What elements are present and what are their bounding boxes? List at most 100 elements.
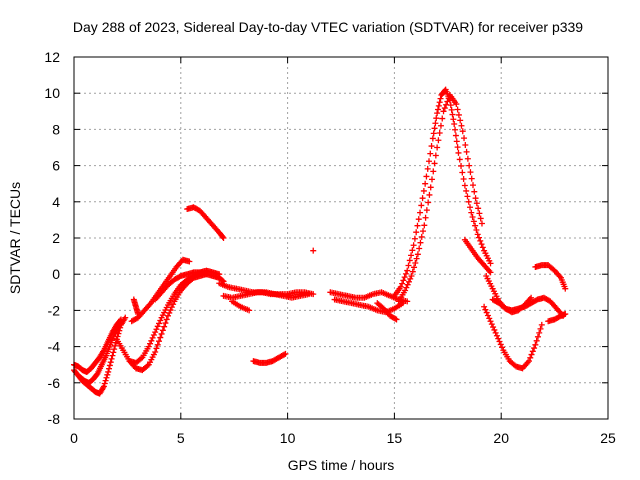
data-point — [453, 138, 460, 145]
data-point — [168, 304, 175, 311]
data-point — [216, 271, 223, 278]
data-point — [461, 182, 468, 189]
data-point — [413, 255, 420, 262]
data-point — [417, 209, 424, 216]
data-point — [525, 358, 532, 365]
data-point — [436, 130, 443, 137]
data-point — [457, 117, 464, 124]
data-point — [154, 323, 161, 330]
data-point — [562, 285, 569, 292]
x-tick-label: 0 — [70, 430, 78, 446]
y-tick-label: -8 — [48, 411, 61, 427]
data-point — [404, 298, 411, 305]
data-point — [420, 228, 427, 235]
data-point — [529, 348, 536, 355]
x-tick-labels: 0 5 10 15 20 25 — [70, 430, 616, 446]
data-point — [448, 106, 455, 113]
y-tick-label: -6 — [48, 375, 61, 391]
data-point — [484, 312, 491, 319]
data-point — [434, 106, 441, 113]
data-point — [459, 169, 466, 176]
data-point — [144, 362, 151, 369]
data-point — [409, 268, 416, 275]
series-late-b — [545, 311, 569, 325]
data-point — [203, 271, 210, 278]
series-isolated-lower — [250, 350, 289, 366]
data-point — [431, 160, 438, 167]
data-point — [393, 316, 400, 323]
data-point — [145, 343, 152, 350]
data-point — [427, 150, 434, 157]
data-point — [117, 317, 124, 324]
data-point — [497, 341, 504, 348]
data-point — [467, 204, 474, 211]
data-point — [163, 316, 170, 323]
series-midday-b — [220, 289, 312, 301]
series-peak-c — [461, 236, 494, 276]
data-point — [467, 169, 474, 176]
data-point — [402, 287, 409, 294]
data-point — [487, 269, 494, 276]
data-point — [434, 110, 441, 117]
data-point — [310, 247, 317, 254]
data-point — [422, 214, 429, 221]
data-point — [161, 323, 168, 330]
data-point — [108, 355, 115, 362]
series-isolated-point — [310, 247, 317, 254]
data-point — [481, 303, 488, 310]
data-point — [418, 202, 425, 209]
data-point — [527, 354, 534, 361]
data-point — [411, 264, 418, 271]
data-point — [162, 320, 169, 327]
data-point — [463, 187, 470, 194]
x-tick-label: 15 — [387, 430, 403, 446]
data-point — [405, 278, 412, 285]
data-point — [437, 122, 444, 129]
data-point — [475, 234, 482, 241]
data-point — [441, 105, 448, 112]
series-evening-c — [489, 294, 535, 316]
data-point — [401, 274, 408, 281]
data-point — [105, 368, 112, 375]
data-point — [486, 315, 493, 322]
data-point — [170, 301, 177, 308]
data-point — [415, 216, 422, 223]
data-point — [477, 237, 484, 244]
data-point — [397, 283, 404, 290]
data-point — [461, 135, 468, 142]
data-point — [403, 284, 410, 291]
data-point — [110, 349, 117, 356]
data-point — [499, 344, 506, 351]
data-point — [419, 195, 426, 202]
data-point — [455, 111, 462, 118]
data-point — [392, 315, 399, 322]
data-point — [399, 280, 406, 287]
data-point — [428, 176, 435, 183]
data-point — [150, 332, 157, 339]
data-point — [423, 173, 430, 180]
data-point — [434, 144, 441, 151]
data-point — [464, 155, 471, 162]
data-point — [533, 337, 540, 344]
data-point — [460, 175, 467, 182]
series-morning-d — [152, 269, 210, 303]
y-tick-label: -4 — [48, 339, 61, 355]
data-point — [479, 244, 486, 251]
data-point — [472, 222, 479, 229]
data-point — [487, 260, 494, 267]
data-point — [423, 207, 430, 214]
data-point — [246, 307, 253, 314]
y-tick-label: 0 — [52, 266, 60, 282]
data-point — [459, 128, 466, 135]
data-point — [483, 309, 490, 316]
data-point — [407, 275, 414, 282]
data-point — [468, 175, 475, 182]
series-midday-c — [229, 298, 253, 314]
data-point — [452, 132, 459, 139]
data-point — [449, 111, 456, 118]
series-spike-early — [130, 296, 142, 318]
data-point — [154, 341, 161, 348]
data-point — [152, 349, 159, 356]
data-point — [100, 383, 107, 390]
data-point — [458, 162, 465, 169]
